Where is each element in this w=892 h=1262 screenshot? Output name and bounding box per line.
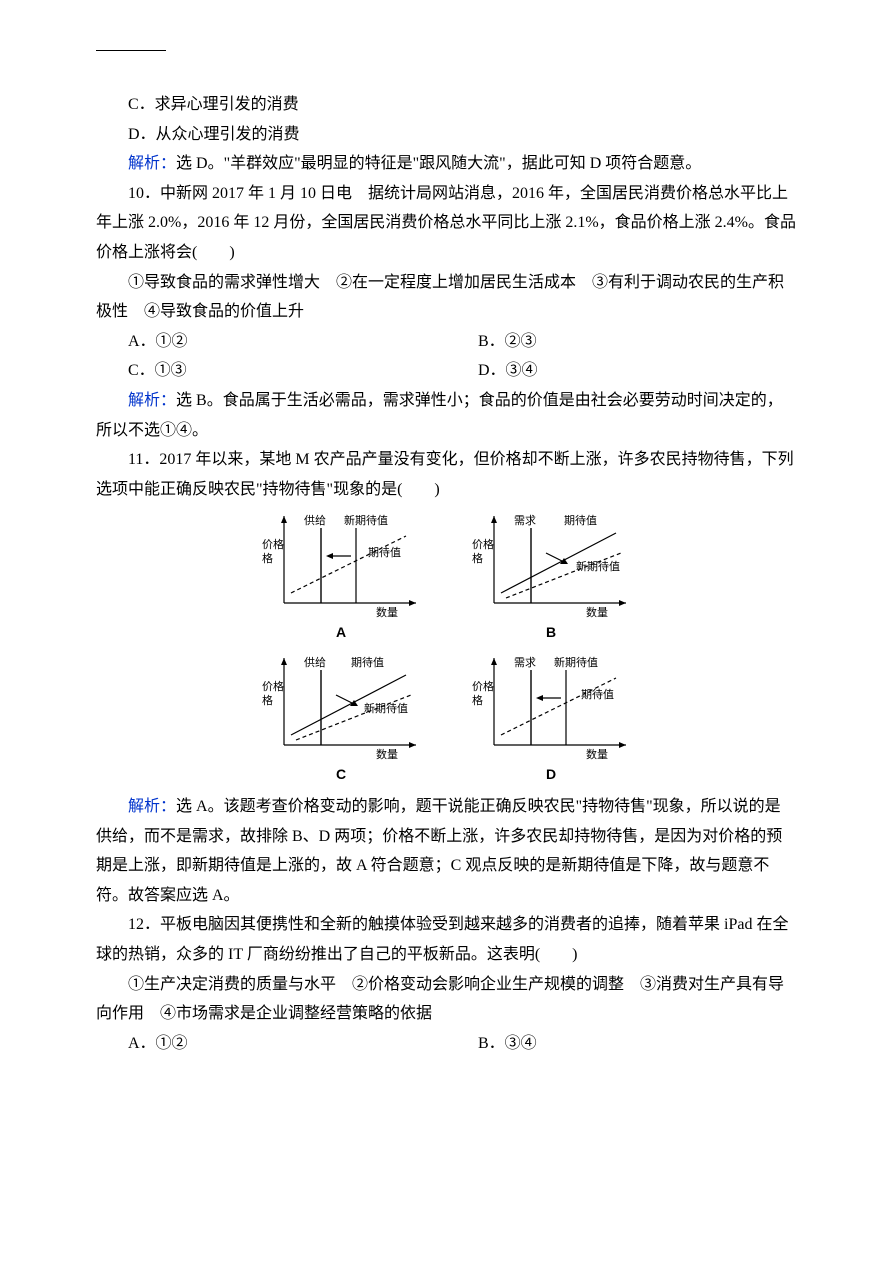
- chart-c: 价格 格 数量 供给 期待值 新期待值: [256, 650, 426, 788]
- chart-d-line1: 需求: [514, 656, 536, 669]
- q10-stem: 10．中新网 2017 年 1 月 10 日电 据统计局网站消息，2016 年，…: [96, 179, 796, 268]
- chart-b: 价格 格 数量 需求 期待值 新期待值: [466, 508, 636, 646]
- explanation-text: 选 B。食品属于生活必需品，需求弹性小；食品的价值是由社会必要劳动时间决定的，所…: [96, 392, 783, 439]
- svg-text:价格: 价格: [472, 679, 494, 693]
- chart-label-d: D: [466, 762, 636, 788]
- chart-a-line1: 供给: [304, 513, 326, 527]
- q12-option-a: A．①②: [96, 1029, 446, 1059]
- explanation-text: 选 D。"羊群效应"最明显的特征是"跟风随大流"，据此可知 D 项符合题意。: [176, 155, 701, 172]
- explanation-text: 选 A。该题考查价格变动的影响，题干说能正确反映农民"持物待售"现象，所以说的是…: [96, 798, 782, 904]
- explanation-label: 解析：: [128, 155, 176, 172]
- option-d: D．从众心理引发的消费: [96, 120, 796, 150]
- svg-text:格: 格: [262, 551, 273, 565]
- q11-stem: 11．2017 年以来，某地 M 农产品产量没有变化，但价格却不断上涨，许多农民…: [96, 445, 796, 504]
- explanation-label: 解析：: [128, 392, 176, 409]
- chart-label-c: C: [256, 762, 426, 788]
- charts-row-1: 价格 格 数量 供给 新期待值 期待值: [96, 508, 796, 646]
- chart-b-line2: 期待值: [564, 513, 597, 527]
- q10-option-a: A．①②: [96, 327, 446, 357]
- chart-b-dashed: 新期待值: [576, 559, 620, 573]
- explanation-11: 解析：选 A。该题考查价格变动的影响，题干说能正确反映农民"持物待售"现象，所以…: [96, 792, 796, 910]
- q10-option-c: C．①③: [96, 356, 446, 386]
- svg-text:格: 格: [472, 551, 483, 565]
- q12-stem: 12．平板电脑因其便携性和全新的触摸体验受到越来越多的消费者的追捧，随着苹果 i…: [96, 910, 796, 969]
- chart-c-line1: 供给: [304, 655, 326, 669]
- chart-d-dashed: 期待值: [581, 687, 614, 701]
- explanation-10: 解析：选 B。食品属于生活必需品，需求弹性小；食品的价值是由社会必要劳动时间决定…: [96, 386, 796, 445]
- chart-a-line2: 新期待值: [344, 513, 388, 527]
- svg-text:格: 格: [472, 693, 483, 707]
- chart-label-a: A: [256, 620, 426, 646]
- svg-text:数量: 数量: [376, 748, 398, 760]
- svg-text:价格: 价格: [472, 537, 494, 551]
- chart-d: 价格 格 数量 需求 新期待值 期待值: [466, 650, 636, 788]
- chart-c-line2: 期待值: [351, 655, 384, 669]
- q12-statements: ①生产决定消费的质量与水平 ②价格变动会影响企业生产规模的调整 ③消费对生产具有…: [96, 970, 796, 1029]
- svg-text:价格: 价格: [262, 679, 284, 693]
- chart-a: 价格 格 数量 供给 新期待值 期待值: [256, 508, 426, 646]
- explanation-label: 解析：: [128, 798, 176, 815]
- svg-text:数量: 数量: [586, 748, 608, 760]
- charts-row-2: 价格 格 数量 供给 期待值 新期待值: [96, 650, 796, 788]
- svg-text:格: 格: [262, 693, 273, 707]
- q10-statements: ①导致食品的需求弹性增大 ②在一定程度上增加居民生活成本 ③有利于调动农民的生产…: [96, 268, 796, 327]
- q10-option-d: D．③④: [446, 356, 796, 386]
- x-axis-label: 数量: [376, 606, 398, 618]
- y-axis-label: 价格: [262, 537, 284, 551]
- option-c: C．求异心理引发的消费: [96, 90, 796, 120]
- chart-c-dashed: 新期待值: [364, 701, 408, 715]
- q10-option-b: B．②③: [446, 327, 796, 357]
- chart-label-b: B: [466, 620, 636, 646]
- explanation-9: 解析：选 D。"羊群效应"最明显的特征是"跟风随大流"，据此可知 D 项符合题意…: [96, 149, 796, 179]
- chart-b-line1: 需求: [514, 514, 536, 527]
- svg-text:数量: 数量: [586, 606, 608, 618]
- chart-d-line2: 新期待值: [554, 655, 598, 669]
- q12-option-b: B．③④: [446, 1029, 796, 1059]
- chart-a-dashed: 期待值: [368, 545, 401, 559]
